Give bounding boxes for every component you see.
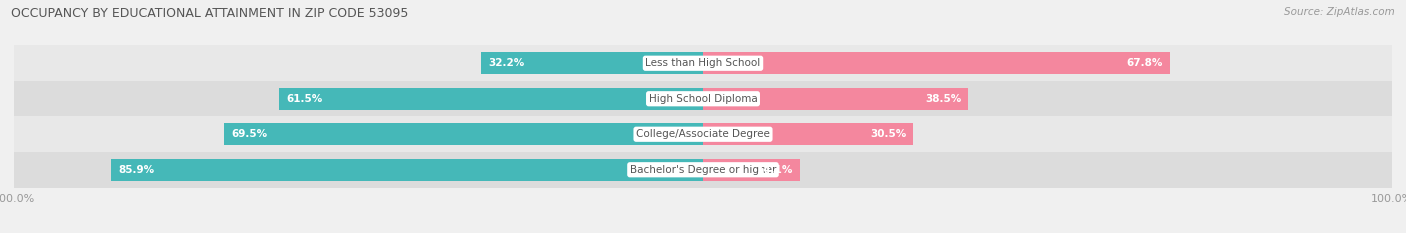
Text: 38.5%: 38.5% bbox=[925, 94, 962, 104]
Text: 30.5%: 30.5% bbox=[870, 129, 907, 139]
Text: 67.8%: 67.8% bbox=[1126, 58, 1163, 68]
Bar bbox=[224, 123, 703, 145]
Bar bbox=[703, 88, 969, 110]
Text: College/Associate Degree: College/Associate Degree bbox=[636, 129, 770, 139]
Text: 85.9%: 85.9% bbox=[118, 165, 155, 175]
Bar bbox=[481, 52, 703, 74]
Bar bbox=[14, 45, 1392, 81]
Text: High School Diploma: High School Diploma bbox=[648, 94, 758, 104]
Text: OCCUPANCY BY EDUCATIONAL ATTAINMENT IN ZIP CODE 53095: OCCUPANCY BY EDUCATIONAL ATTAINMENT IN Z… bbox=[11, 7, 409, 20]
Text: 61.5%: 61.5% bbox=[287, 94, 322, 104]
Text: Less than High School: Less than High School bbox=[645, 58, 761, 68]
Bar bbox=[703, 52, 1170, 74]
Bar bbox=[14, 116, 1392, 152]
Text: 32.2%: 32.2% bbox=[488, 58, 524, 68]
Bar bbox=[280, 88, 703, 110]
Bar bbox=[14, 152, 1392, 188]
Bar bbox=[703, 159, 800, 181]
Text: 69.5%: 69.5% bbox=[231, 129, 267, 139]
Bar bbox=[111, 159, 703, 181]
Bar bbox=[703, 123, 912, 145]
Text: 14.1%: 14.1% bbox=[756, 165, 793, 175]
Bar bbox=[14, 81, 1392, 116]
Text: Bachelor's Degree or higher: Bachelor's Degree or higher bbox=[630, 165, 776, 175]
Text: Source: ZipAtlas.com: Source: ZipAtlas.com bbox=[1284, 7, 1395, 17]
